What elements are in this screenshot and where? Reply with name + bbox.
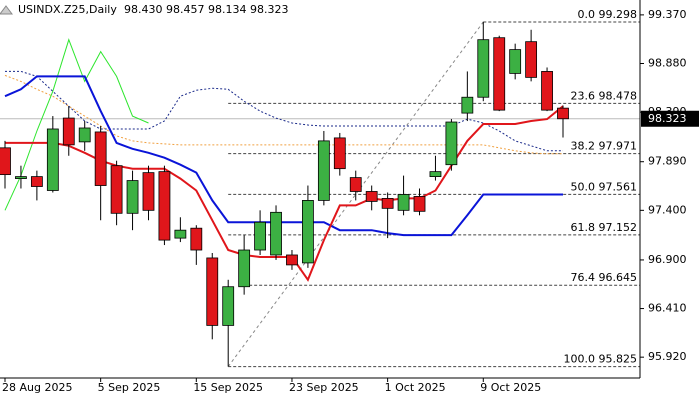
candle-body: [477, 39, 490, 98]
candle-body: [0, 147, 11, 176]
candle-body: [15, 176, 27, 179]
candle-body: [302, 200, 314, 264]
indicator-line: [4, 38, 149, 211]
quote: 98.430 98.457 98.134 98.323: [124, 3, 288, 16]
x-tick-label: 5 Sep 2025: [98, 381, 161, 394]
indicator-line: [4, 74, 563, 155]
candle-body: [158, 171, 171, 241]
candle-body: [445, 121, 458, 166]
candle-body: [461, 96, 474, 114]
indicator-line: [5, 70, 563, 152]
candle-body: [46, 128, 59, 191]
x-tick-label: 9 Oct 2025: [480, 381, 541, 394]
current-price-label: 98.323: [648, 112, 687, 125]
candle-body: [126, 180, 139, 214]
candle-body: [270, 211, 282, 256]
fib-label: 38.2 97.971: [571, 140, 637, 153]
y-tick-label: 99.370: [648, 8, 687, 21]
candle-body: [317, 140, 330, 201]
x-tick-label: 28 Aug 2025: [2, 381, 72, 394]
candle-body: [413, 196, 426, 212]
candle-body: [541, 71, 553, 111]
y-tick-label: 96.900: [648, 253, 687, 266]
candle-body: [62, 117, 75, 146]
x-tick-label: 1 Oct 2025: [385, 381, 446, 394]
candle-body: [30, 176, 43, 187]
candle-body: [509, 49, 522, 74]
candle-body: [365, 191, 378, 202]
fib-label: 50.0 97.561: [571, 180, 637, 193]
indicator-line: [4, 75, 563, 237]
candle-body: [206, 257, 219, 326]
candle-body: [397, 194, 410, 211]
y-tick-label: 96.410: [648, 302, 687, 315]
y-tick-label: 97.890: [648, 155, 687, 168]
candle-body: [78, 127, 91, 143]
fib-label: 0.0 99.298: [578, 8, 637, 21]
plot-area: 0.0 99.298 23.6 98.478 38.2 97.971 50.0 97.…: [0, 8, 640, 368]
symbol-icon: [0, 5, 13, 15]
current-price-box: [641, 110, 699, 127]
candle-body: [429, 171, 442, 177]
candle-body: [493, 37, 506, 111]
candle-body: [333, 137, 346, 170]
y-tick-label: 98.880: [648, 56, 687, 69]
x-tick-label: 15 Sep 2025: [193, 381, 263, 394]
y-tick-label: 95.920: [648, 350, 687, 363]
chart-title: USINDX.Z25,Daily: [18, 3, 117, 16]
candle-body: [557, 107, 569, 120]
candle-body: [110, 165, 123, 214]
candle-body: [238, 249, 251, 288]
fib-label: 23.6 98.478: [571, 89, 637, 102]
fib-label: 61.8 97.152: [571, 221, 637, 234]
candle-body: [254, 221, 266, 251]
fib-label: 100.0 95.825: [564, 353, 637, 366]
candle-body: [142, 172, 155, 211]
candle-body: [174, 229, 187, 239]
candle-body: [349, 177, 362, 192]
fib-label: 76.4 96.645: [571, 271, 637, 284]
candle-body: [381, 198, 394, 209]
x-tick-label: 23 Sep 2025: [289, 381, 359, 394]
candle-body: [222, 286, 235, 326]
candle-body: [525, 41, 538, 78]
y-tick-label: 97.400: [648, 203, 687, 216]
candle-body: [94, 131, 107, 186]
candle-body: [286, 254, 298, 266]
candle-body: [190, 227, 203, 251]
